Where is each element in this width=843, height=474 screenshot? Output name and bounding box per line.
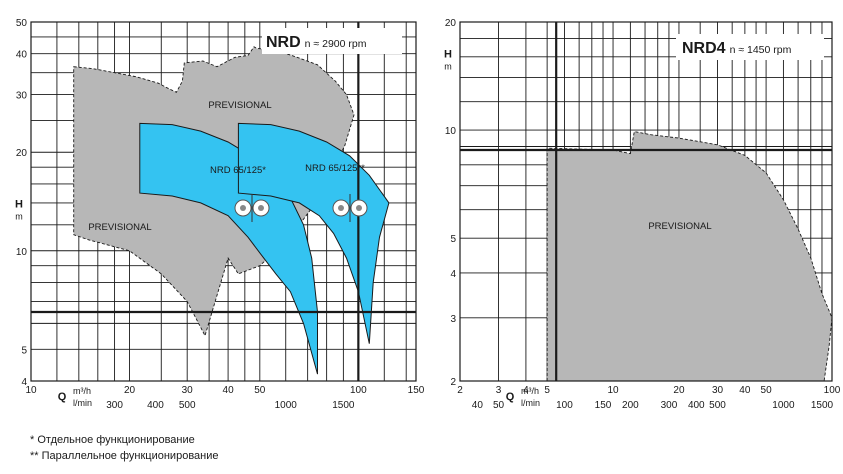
x-tick-label-lmin: 300 — [661, 400, 678, 411]
plot-frame — [459, 21, 833, 382]
x-tick-label-m3h: 4 — [523, 385, 529, 396]
region-label: NRD 65/125* — [210, 165, 266, 176]
x-tick-label-lmin: 1500 — [332, 400, 355, 411]
chart-title-main: NRD4 — [682, 40, 726, 57]
y-tick-label: 20 — [445, 18, 457, 29]
x-tick-label-lmin: 300 — [106, 400, 123, 411]
x-tick-label-lmin: 1500 — [811, 400, 834, 411]
pump-hub — [338, 205, 344, 211]
x-axis-label: Q — [506, 391, 515, 403]
y-tick-label: 20 — [16, 148, 28, 159]
y-tick-label: 10 — [16, 247, 28, 258]
chart-1: PREVISIONAL PREVISIONAL NRD 65/125* NRD 65/… — [15, 18, 425, 411]
y-tick-label: 10 — [445, 126, 457, 137]
x-tick-label-lmin: 500 — [709, 400, 726, 411]
pump-icon — [234, 194, 270, 222]
footnote-parallel: ** Параллельное функционирование — [30, 450, 219, 462]
y-axis-unit: m — [15, 212, 23, 222]
x-tick-label-lmin: 40 — [472, 400, 484, 411]
region-label: PREVISIONAL — [88, 222, 151, 233]
footnote-single: * Отдельное функционирование — [30, 434, 195, 446]
chart-title: NRD4 n ≈ 1450 rpm — [682, 40, 792, 57]
y-axis-unit: m — [444, 62, 452, 72]
title-box — [676, 34, 824, 60]
y-tick-label: 4 — [21, 377, 27, 388]
x-tick-label-lmin: 500 — [179, 400, 196, 411]
x-tick-label-m3h: 150 — [408, 385, 425, 396]
chart-2: PREVISIONAL NRD4 n ≈ 1450 rpm 2 3 4 5 10 20 Hm 2 3 4… — [444, 18, 841, 411]
y-tick-label: 2 — [450, 377, 456, 388]
region-label: PREVISIONAL — [648, 221, 711, 232]
x-axis-unit-m3h: m³/h — [73, 386, 91, 396]
x-tick-label-m3h: 50 — [254, 385, 266, 396]
y-tick-label: 30 — [16, 91, 28, 102]
chart-title-speed: n ≈ 1450 rpm — [730, 44, 792, 56]
x-axis-unit-m3h: m³/h — [521, 386, 539, 396]
x-tick-label-m3h: 40 — [739, 385, 751, 396]
footnotes: * Отдельное функционирование ** Параллел… — [30, 432, 219, 464]
title-box — [262, 28, 402, 54]
pump-hub — [258, 205, 264, 211]
chart-title: NRD n ≈ 2900 rpm — [266, 34, 367, 51]
x-tick-label-m3h: 100 — [350, 385, 367, 396]
x-tick-label-m3h: 2 — [457, 385, 463, 396]
region-label: PREVISIONAL — [208, 100, 271, 111]
pump-hub — [356, 205, 362, 211]
pump-hub — [240, 205, 246, 211]
x-tick-label-m3h: 20 — [673, 385, 685, 396]
x-tick-label-m3h: 100 — [824, 385, 841, 396]
x-tick-label-m3h: 5 — [544, 385, 550, 396]
x-axis-unit-lmin: l/min — [521, 398, 540, 408]
y-tick-label: 5 — [450, 234, 456, 245]
region-label: NRD 65/125** — [305, 163, 365, 174]
x-tick-label-m3h: 30 — [182, 385, 194, 396]
x-tick-label-lmin: 400 — [147, 400, 164, 411]
x-tick-label-lmin: 100 — [556, 400, 573, 411]
curve-area-2 — [237, 122, 390, 344]
x-tick-label-lmin: 50 — [493, 400, 505, 411]
y-tick-label: 4 — [450, 269, 456, 280]
x-axis-unit-lmin: l/min — [73, 398, 92, 408]
x-tick-label-m3h: 40 — [223, 385, 235, 396]
x-tick-label-lmin: 400 — [688, 400, 705, 411]
previsional-area — [546, 131, 833, 382]
y-tick-label: 50 — [16, 18, 28, 29]
pump-icon — [332, 194, 368, 222]
chart-title-main: NRD — [266, 34, 301, 51]
x-tick-label-lmin: 150 — [595, 400, 612, 411]
x-tick-label-m3h: 3 — [496, 385, 502, 396]
chart-title-speed: n ≈ 2900 rpm — [305, 38, 367, 50]
x-tick-label-lmin: 1000 — [772, 400, 795, 411]
y-axis-label: H — [444, 49, 452, 61]
x-tick-label-m3h: 10 — [25, 385, 37, 396]
x-tick-label-m3h: 30 — [712, 385, 724, 396]
x-tick-label-m3h: 20 — [124, 385, 136, 396]
x-tick-label-m3h: 50 — [761, 385, 773, 396]
plot-frame — [30, 21, 417, 382]
y-tick-label: 40 — [16, 50, 28, 61]
x-tick-label-lmin: 200 — [622, 400, 639, 411]
x-tick-label-lmin: 1000 — [275, 400, 298, 411]
y-tick-label: 5 — [21, 345, 27, 356]
y-tick-label: 3 — [450, 314, 456, 325]
y-axis-label: H — [15, 199, 23, 211]
x-tick-label-m3h: 10 — [607, 385, 619, 396]
x-axis-label: Q — [58, 391, 67, 403]
